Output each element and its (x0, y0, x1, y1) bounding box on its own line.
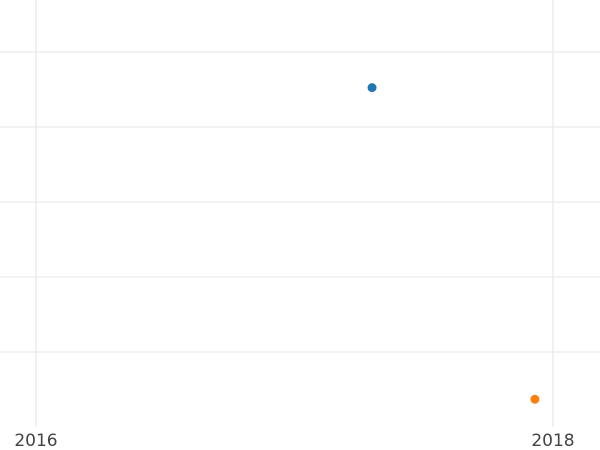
x-gridlines (35, 0, 554, 427)
data-points (367, 83, 540, 404)
data-point (530, 394, 540, 404)
x-tick-label: 2016 (14, 431, 57, 450)
data-point (367, 83, 377, 93)
x-tick-label: 2018 (531, 431, 574, 450)
y-gridlines (0, 51, 600, 353)
x-tick-labels: 201620182020202220242026 (14, 431, 574, 450)
